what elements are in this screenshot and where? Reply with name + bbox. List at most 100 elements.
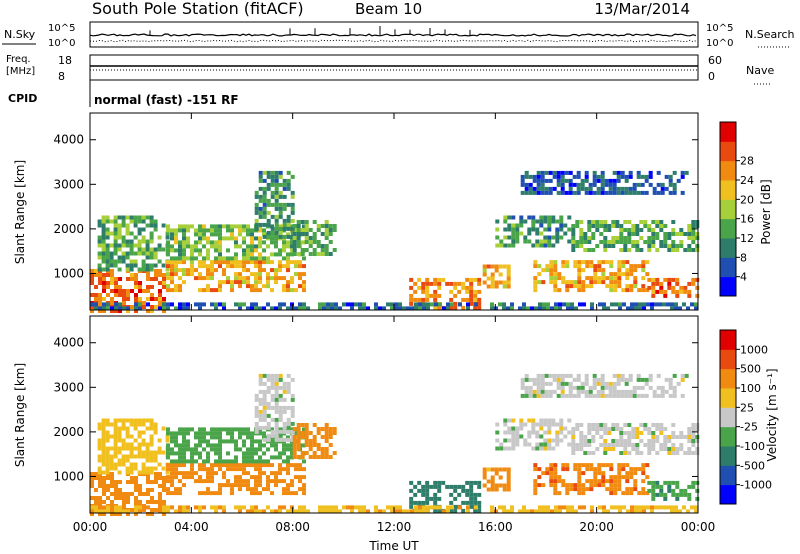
echo-cell bbox=[619, 232, 624, 236]
echo-cell bbox=[174, 306, 178, 311]
echo-cell bbox=[278, 202, 283, 207]
echo-cell bbox=[145, 454, 150, 459]
echo-cell bbox=[105, 470, 110, 475]
echo-cell bbox=[583, 439, 588, 443]
echo-cell bbox=[531, 426, 536, 431]
echo-cell bbox=[186, 272, 190, 277]
echo-cell bbox=[530, 306, 534, 311]
echo-cell bbox=[553, 260, 558, 265]
echo-cell bbox=[292, 447, 297, 451]
echo-cell bbox=[258, 214, 263, 219]
echo-cell bbox=[613, 483, 618, 488]
echo-cell bbox=[316, 228, 321, 232]
echo-cell bbox=[210, 302, 214, 307]
echo-cell bbox=[531, 243, 536, 248]
x-axis-label: Time UT bbox=[368, 539, 419, 553]
echo-cell bbox=[214, 306, 218, 311]
echo-cell bbox=[466, 302, 470, 307]
echo-cell bbox=[174, 475, 178, 480]
echo-cell bbox=[549, 463, 554, 468]
echo-cell bbox=[190, 451, 194, 456]
echo-cell bbox=[648, 170, 653, 175]
echo-cell bbox=[549, 272, 554, 277]
echo-region bbox=[90, 302, 698, 311]
echo-cell bbox=[617, 276, 622, 281]
echo-cell bbox=[286, 260, 290, 265]
echo-cell bbox=[286, 186, 291, 191]
echo-cell bbox=[551, 215, 556, 220]
echo-cell bbox=[270, 268, 274, 273]
echo-cell bbox=[308, 443, 313, 447]
echo-cell bbox=[198, 505, 202, 510]
echo-cell bbox=[294, 475, 298, 480]
echo-cell bbox=[539, 239, 544, 244]
echo-cell bbox=[258, 409, 263, 414]
echo-cell bbox=[121, 219, 126, 224]
echo-cell bbox=[266, 210, 271, 215]
echo-cell bbox=[182, 272, 186, 277]
echo-cell bbox=[647, 447, 652, 451]
echo-cell bbox=[290, 447, 294, 452]
echo-cell bbox=[266, 244, 270, 249]
echo-cell bbox=[290, 276, 294, 281]
noise-left-tick-bottom: 10^0 bbox=[48, 38, 75, 49]
echo-cell bbox=[274, 425, 279, 430]
echo-cell bbox=[190, 264, 194, 269]
echo-cell bbox=[506, 487, 511, 492]
echo-cell bbox=[210, 479, 214, 484]
echo-cell bbox=[266, 487, 270, 492]
echo-cell bbox=[90, 293, 94, 297]
echo-cell bbox=[346, 505, 350, 510]
echo-cell bbox=[278, 214, 283, 219]
echo-cell bbox=[421, 484, 426, 489]
echo-cell bbox=[409, 285, 414, 290]
echo-cell bbox=[322, 509, 326, 514]
echo-cell bbox=[190, 260, 194, 265]
echo-cell bbox=[246, 268, 250, 273]
echo-cell bbox=[278, 433, 283, 438]
echo-cell bbox=[547, 223, 552, 228]
echo-cell bbox=[635, 248, 640, 252]
echo-cell bbox=[125, 434, 130, 439]
echo-cell bbox=[494, 284, 499, 289]
echo-cell bbox=[519, 434, 524, 439]
echo-cell bbox=[117, 450, 122, 455]
echo-cell bbox=[98, 509, 102, 514]
echo-cell bbox=[320, 248, 325, 252]
echo-cell bbox=[296, 431, 301, 435]
echo-cell bbox=[270, 385, 275, 390]
echo-cell bbox=[474, 302, 478, 307]
echo-cell bbox=[294, 431, 298, 436]
echo-cell bbox=[304, 431, 309, 435]
echo-cell bbox=[564, 190, 569, 195]
echo-cell bbox=[674, 509, 678, 514]
echo-cell bbox=[162, 512, 166, 516]
echo-cell bbox=[94, 306, 98, 311]
echo-cell bbox=[282, 218, 287, 223]
echo-cell bbox=[282, 186, 287, 191]
echo-cell bbox=[532, 178, 537, 183]
echo-cell bbox=[619, 443, 624, 447]
echo-cell bbox=[628, 389, 633, 394]
echo-cell bbox=[469, 285, 474, 290]
echo-cell bbox=[266, 459, 270, 464]
echo-cell bbox=[533, 284, 538, 289]
echo-cell bbox=[524, 190, 529, 195]
echo-cell bbox=[138, 492, 142, 496]
echo-cell bbox=[302, 505, 306, 510]
echo-cell bbox=[122, 289, 126, 293]
echo-cell bbox=[515, 239, 520, 244]
echo-cell bbox=[266, 272, 270, 277]
echo-cell bbox=[262, 268, 266, 273]
echo-cell bbox=[538, 505, 542, 510]
echo-cell bbox=[290, 248, 294, 253]
echo-cell bbox=[542, 505, 546, 510]
echo-cell bbox=[560, 174, 565, 179]
echo-cell bbox=[544, 170, 549, 175]
echo-cell bbox=[616, 174, 621, 179]
echo-cell bbox=[170, 439, 174, 444]
echo-cell bbox=[417, 480, 422, 485]
echo-cell bbox=[679, 492, 684, 497]
echo-cell bbox=[569, 280, 574, 285]
echo-cell bbox=[210, 228, 214, 233]
